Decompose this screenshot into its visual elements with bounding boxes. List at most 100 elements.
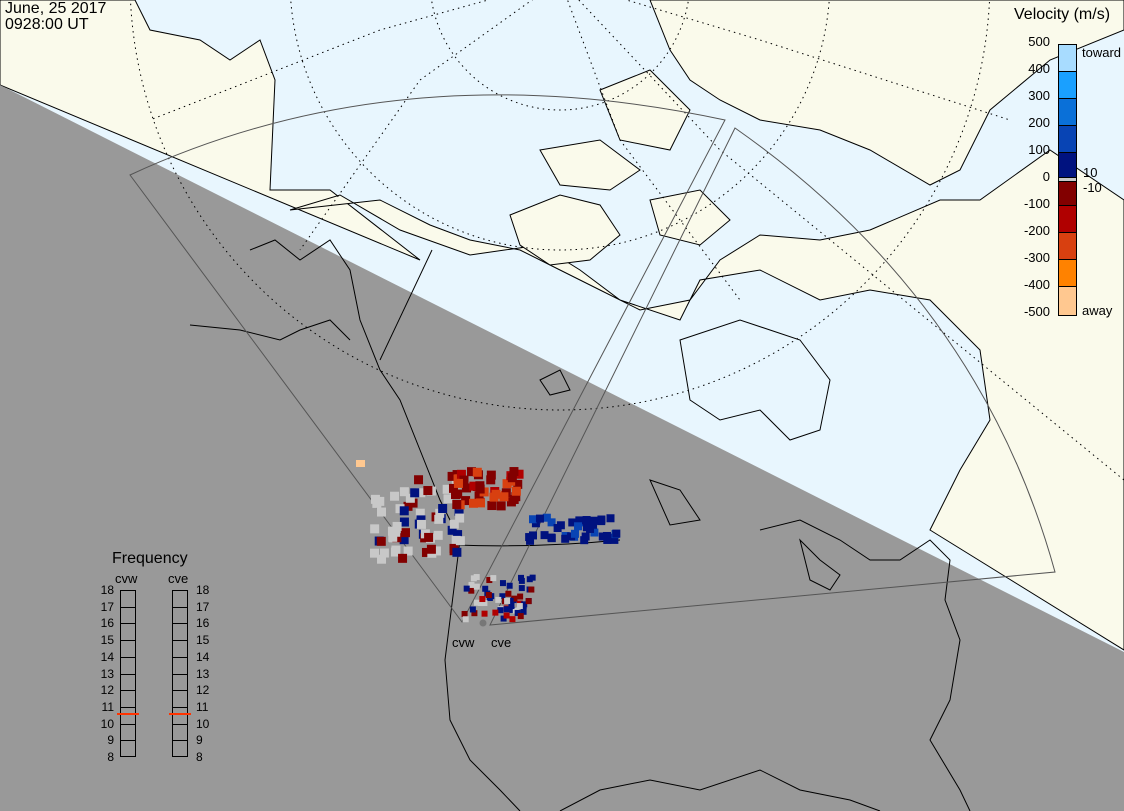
scatter-cell (598, 532, 607, 541)
scatter-cell (506, 497, 516, 507)
scatter-cell (528, 515, 537, 524)
scatter-cell (518, 577, 525, 584)
scatter-cell (448, 483, 458, 493)
frequency-tick-label: 12 (196, 683, 210, 698)
scatter-cell (499, 492, 509, 502)
scatter-cell (526, 536, 535, 545)
scatter-cell (473, 599, 480, 606)
scatter-cell (540, 531, 549, 540)
colorbar-tick-label: -100 (1023, 196, 1050, 211)
scatter-cell (400, 528, 410, 538)
frequency-tick-label: 15 (196, 633, 210, 648)
scatter-cell (509, 606, 516, 613)
frequency-tick-label: 9 (196, 733, 203, 748)
scatter-cell (517, 613, 524, 620)
scatter-cell (561, 534, 570, 543)
scatter-cell (456, 469, 466, 479)
scatter-cell (479, 596, 486, 603)
scatter-cell (518, 574, 525, 581)
scatter-cell (547, 518, 556, 527)
scatter-cell (423, 486, 433, 496)
colorbar-segment (1059, 182, 1076, 206)
scatter-cell (435, 508, 445, 518)
scatter-cell (447, 471, 457, 481)
scatter-cell (453, 478, 463, 488)
colorbar-tick-label: 500 (1028, 34, 1050, 49)
frequency-tick-label: 18 (196, 583, 210, 597)
scatter-cell (467, 467, 477, 477)
colorbar-tick-label: -400 (1023, 277, 1050, 292)
colorbar-tick-label: -200 (1023, 223, 1050, 238)
colorbar-segment (1059, 287, 1076, 315)
scatter-cell (517, 593, 524, 600)
scatter-cell (514, 469, 524, 479)
scatter-cell (481, 600, 488, 607)
frequency-tick-label: 8 (107, 750, 114, 764)
scatter-cell (500, 615, 507, 622)
map-label-cve: cve (491, 635, 512, 650)
frequency-gridline (121, 656, 135, 658)
scatter-cell (485, 592, 492, 599)
arctic-island-2 (539, 139, 641, 191)
scatter-cell (431, 546, 441, 556)
scatter-cell (542, 513, 551, 522)
scatter-cell (499, 593, 506, 600)
canada-arctic-mainland (289, 149, 1124, 651)
colorbar-segment (1059, 178, 1076, 182)
colorbar-segment (1059, 126, 1076, 153)
colorbar-segment (1059, 206, 1076, 233)
scatter-cell (590, 528, 599, 537)
scatter-cell (455, 513, 465, 523)
frequency-tick-label: 16 (196, 616, 210, 631)
scatter-cell (434, 514, 444, 524)
frequency-gridline (173, 723, 187, 725)
scatter-cell (461, 610, 468, 617)
scatter-cell (586, 524, 595, 533)
frequency-tick-label: 16 (100, 616, 114, 631)
scatter-cell (482, 585, 489, 592)
frequency-gridline (173, 623, 187, 625)
scatter-cell (424, 532, 434, 542)
scatter-cell (502, 479, 512, 489)
scatter-cell (612, 529, 621, 538)
lat-lon-grid (130, 0, 1124, 481)
scatter-cell (462, 483, 472, 493)
scatter-cell (525, 598, 532, 605)
scatter-cell (486, 475, 496, 485)
frequency-tick-label: 10 (196, 716, 210, 731)
scatter-cell (528, 531, 537, 540)
scatter-cell (511, 492, 521, 502)
scatter-cell (472, 467, 482, 477)
scatter-cell (582, 516, 591, 525)
frequency-marker (117, 712, 139, 715)
scatter-cell (415, 508, 425, 518)
colorbar-tick-label: 0 (1042, 169, 1050, 184)
scatter-cell (496, 501, 506, 511)
frequency-tick-label: 11 (196, 699, 209, 714)
frequency-tick-label: 14 (196, 649, 210, 664)
scatter-cell (405, 493, 415, 503)
scatter-cell (514, 609, 521, 616)
scatter-cell (531, 519, 540, 528)
frequency-gridline (173, 606, 187, 608)
scatter-cell (370, 548, 380, 558)
scatter-cell (454, 506, 464, 516)
radar-site-marker (479, 619, 487, 627)
frequency-tick-label: 8 (196, 750, 203, 764)
scatter-cell (610, 535, 619, 544)
scatter-cell (449, 519, 459, 529)
land-daylight (0, 0, 1124, 651)
scatter-cell (547, 534, 556, 543)
frequency-tick-label: 17 (100, 599, 114, 614)
cvw-fan (129, 94, 726, 623)
scatter-cell (399, 487, 409, 497)
scatter-cell (580, 536, 589, 545)
scatter-cell (506, 582, 513, 589)
scatter-cell (392, 521, 402, 531)
scatter-cell (507, 473, 517, 483)
radar-fans (129, 94, 1056, 626)
scatter-cell (356, 460, 365, 467)
scatter-cell (475, 481, 485, 491)
